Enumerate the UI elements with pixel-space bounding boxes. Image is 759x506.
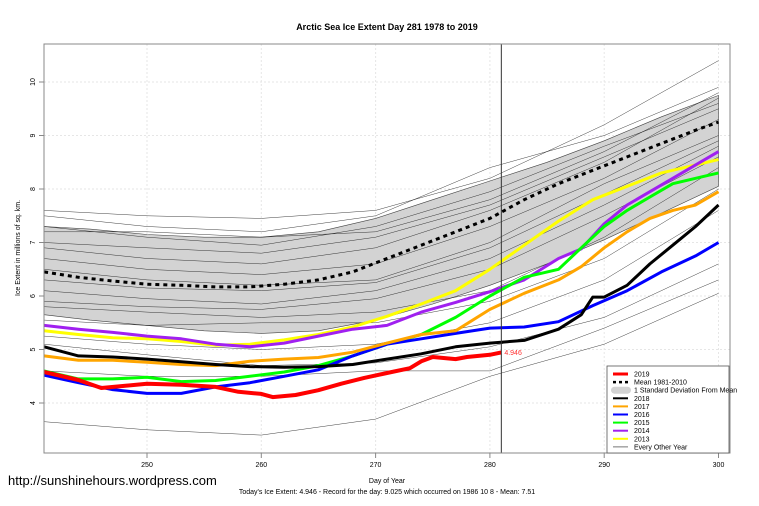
other-year-line	[44, 293, 719, 436]
legend-label: 2018	[634, 396, 650, 403]
x-tick-label: 250	[141, 462, 153, 469]
other-year-line	[44, 263, 719, 366]
y-tick-label: 10	[30, 78, 37, 86]
legend-label: 2015	[634, 420, 650, 427]
y-tick-label: 4	[30, 401, 37, 405]
legend-label: Mean 1981-2010	[634, 380, 687, 387]
other-year-line	[44, 135, 719, 286]
legend-label: 2016	[634, 412, 650, 419]
other-year-line	[44, 60, 719, 219]
other-year-line	[44, 87, 719, 233]
y-tick-label: 5	[30, 347, 37, 351]
other-year-line	[44, 103, 719, 246]
other-years-lines	[44, 60, 719, 436]
y-tick-label: 6	[30, 294, 37, 298]
other-year-line	[44, 156, 719, 310]
legend-label: 2013	[634, 436, 650, 443]
current-value-label: 4.946	[504, 350, 522, 357]
legend-label: 2019	[634, 372, 650, 379]
series-line-2019	[43, 350, 502, 400]
series-line-2014	[43, 150, 720, 349]
legend-label: Every Other Year	[634, 444, 688, 451]
other-year-line	[44, 145, 719, 305]
series-line-mean-1981-2010	[43, 120, 720, 289]
series-line-2013	[43, 158, 719, 347]
x-tick-label: 290	[598, 462, 610, 469]
x-tick-label: 270	[370, 462, 382, 469]
x-tick-label: 260	[255, 462, 267, 469]
x-tick-label: 280	[484, 462, 496, 469]
other-year-line	[44, 119, 719, 275]
chart-title: Arctic Sea Ice Extent Day 281 1978 to 20…	[296, 22, 478, 32]
y-tick-label: 9	[30, 133, 37, 137]
watermark: http://sunshinehours.wordpress.com	[8, 473, 217, 488]
legend-swatch	[611, 386, 631, 394]
other-year-line	[44, 108, 719, 254]
other-year-line	[44, 97, 719, 265]
other-year-line	[44, 210, 719, 350]
other-year-line	[44, 188, 719, 326]
series-line-2017	[43, 190, 720, 368]
x-axis-label: Day of Year	[369, 478, 406, 485]
y-axis-label: Ice Extent in millions of sq. km.	[15, 200, 22, 296]
legend-label: 2014	[634, 428, 650, 435]
legend-label: 1 Standard Deviation From Mean	[634, 388, 737, 395]
plot-frame	[43, 43, 731, 454]
x-axis-ticks: 250 260 270 280 290 300	[141, 453, 724, 469]
y-tick-label: 8	[30, 187, 37, 191]
series-line-2018	[43, 203, 720, 369]
std-band	[43, 94, 719, 334]
other-year-line	[44, 92, 719, 238]
caption: Today's Ice Extent: 4.946 - Record for t…	[239, 489, 535, 496]
legend-label: 2017	[634, 404, 650, 411]
y-axis-ticks: 4 5 6 7 8 9 10	[30, 78, 44, 405]
x-tick-label: 300	[713, 462, 725, 469]
y-tick-label: 7	[30, 240, 37, 244]
std-band-area	[43, 94, 719, 334]
other-year-line	[44, 167, 719, 318]
series-lines	[43, 120, 720, 400]
